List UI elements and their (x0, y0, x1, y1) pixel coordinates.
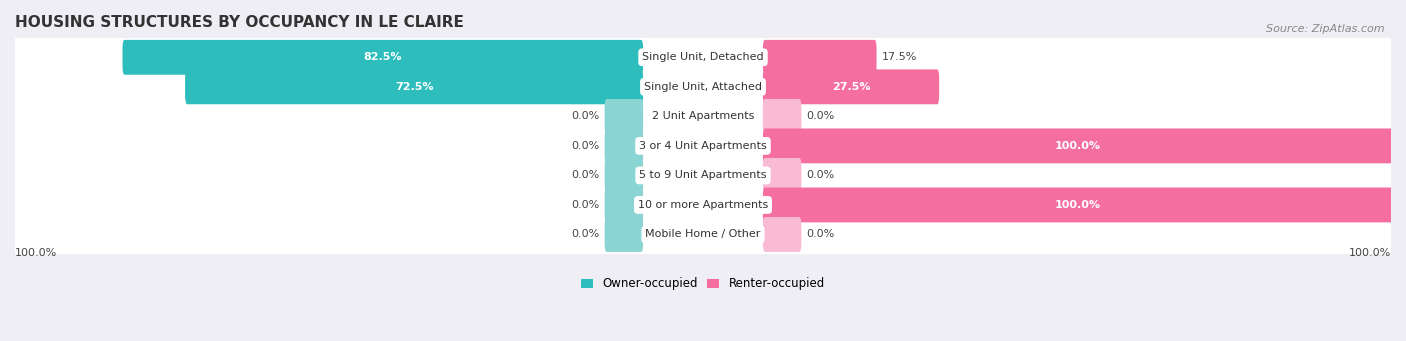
Text: 100.0%: 100.0% (1348, 248, 1391, 258)
FancyBboxPatch shape (763, 217, 801, 252)
FancyBboxPatch shape (13, 16, 1393, 99)
Text: 0.0%: 0.0% (806, 170, 834, 180)
Text: 0.0%: 0.0% (572, 141, 600, 151)
FancyBboxPatch shape (122, 40, 643, 75)
FancyBboxPatch shape (13, 164, 1393, 246)
FancyBboxPatch shape (763, 188, 1393, 222)
FancyBboxPatch shape (15, 84, 1391, 149)
Text: HOUSING STRUCTURES BY OCCUPANCY IN LE CLAIRE: HOUSING STRUCTURES BY OCCUPANCY IN LE CL… (15, 15, 464, 30)
Text: 0.0%: 0.0% (572, 112, 600, 121)
FancyBboxPatch shape (15, 173, 1391, 237)
Text: 2 Unit Apartments: 2 Unit Apartments (652, 112, 754, 121)
FancyBboxPatch shape (13, 75, 1393, 158)
FancyBboxPatch shape (605, 99, 643, 134)
Text: 0.0%: 0.0% (572, 229, 600, 239)
Text: Single Unit, Detached: Single Unit, Detached (643, 52, 763, 62)
Text: 0.0%: 0.0% (572, 170, 600, 180)
Legend: Owner-occupied, Renter-occupied: Owner-occupied, Renter-occupied (576, 273, 830, 295)
FancyBboxPatch shape (15, 143, 1391, 208)
FancyBboxPatch shape (605, 158, 643, 193)
Text: 72.5%: 72.5% (395, 82, 433, 92)
Text: 5 to 9 Unit Apartments: 5 to 9 Unit Apartments (640, 170, 766, 180)
Text: 0.0%: 0.0% (806, 229, 834, 239)
Text: 0.0%: 0.0% (806, 112, 834, 121)
FancyBboxPatch shape (605, 217, 643, 252)
Text: 100.0%: 100.0% (1054, 200, 1101, 210)
Text: Mobile Home / Other: Mobile Home / Other (645, 229, 761, 239)
FancyBboxPatch shape (13, 46, 1393, 128)
FancyBboxPatch shape (13, 134, 1393, 217)
Text: 82.5%: 82.5% (364, 52, 402, 62)
Text: 100.0%: 100.0% (15, 248, 58, 258)
Text: 10 or more Apartments: 10 or more Apartments (638, 200, 768, 210)
Text: 17.5%: 17.5% (882, 52, 917, 62)
Text: Source: ZipAtlas.com: Source: ZipAtlas.com (1267, 24, 1385, 34)
FancyBboxPatch shape (15, 25, 1391, 90)
FancyBboxPatch shape (763, 158, 801, 193)
FancyBboxPatch shape (763, 129, 1393, 163)
Text: 3 or 4 Unit Apartments: 3 or 4 Unit Apartments (640, 141, 766, 151)
FancyBboxPatch shape (13, 105, 1393, 187)
FancyBboxPatch shape (763, 99, 801, 134)
FancyBboxPatch shape (13, 193, 1393, 276)
FancyBboxPatch shape (15, 55, 1391, 119)
FancyBboxPatch shape (605, 188, 643, 222)
FancyBboxPatch shape (763, 70, 939, 104)
Text: 27.5%: 27.5% (832, 82, 870, 92)
FancyBboxPatch shape (15, 202, 1391, 267)
FancyBboxPatch shape (605, 129, 643, 163)
Text: 0.0%: 0.0% (572, 200, 600, 210)
FancyBboxPatch shape (186, 70, 643, 104)
FancyBboxPatch shape (763, 40, 876, 75)
Text: Single Unit, Attached: Single Unit, Attached (644, 82, 762, 92)
Text: 100.0%: 100.0% (1054, 141, 1101, 151)
FancyBboxPatch shape (15, 114, 1391, 178)
